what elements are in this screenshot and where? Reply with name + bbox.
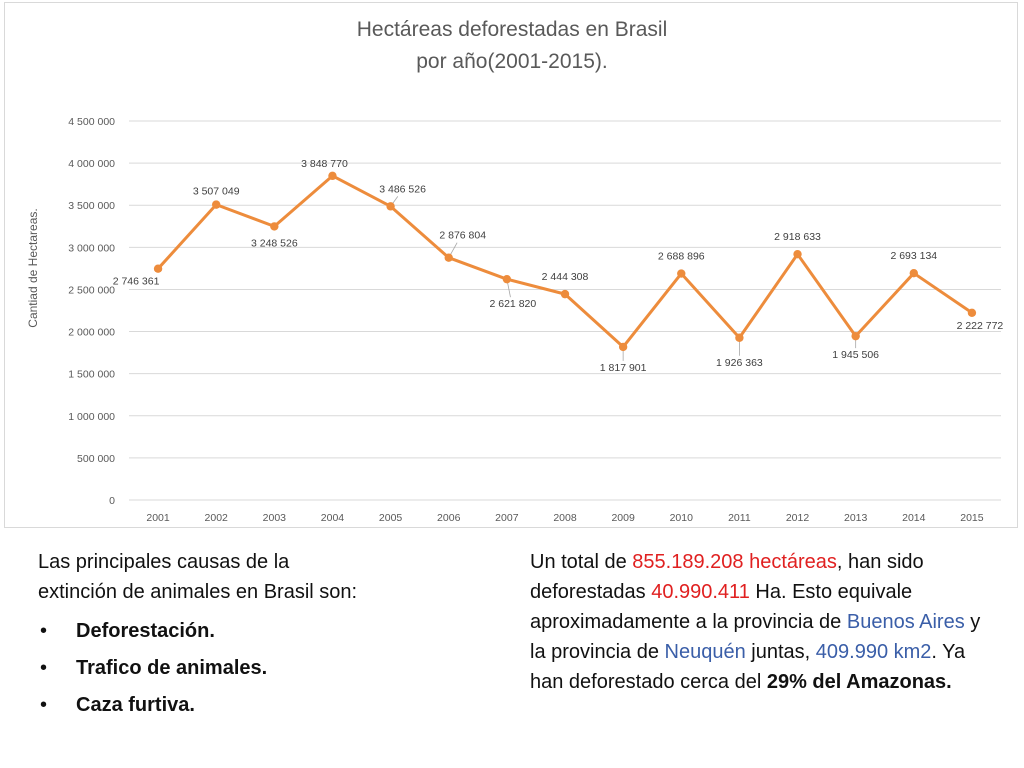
- summary-text: , han sido deforestadas: [530, 551, 924, 603]
- summary-text: Un total de: [530, 551, 633, 573]
- bullet-icon: •: [40, 620, 48, 642]
- data-label: 2 444 308: [542, 271, 589, 283]
- area-km2: 409.990 km2: [815, 641, 932, 663]
- x-tick-label: 2012: [786, 512, 810, 524]
- summary-text: . Ya han deforestado cerca del: [530, 641, 966, 693]
- summary-text: y la provincia de: [530, 611, 981, 663]
- data-label: 2 688 896: [658, 251, 705, 263]
- data-point: [793, 249, 802, 259]
- data-point: [212, 200, 221, 209]
- causes-block: Las principales causas de la extinción d…: [38, 547, 458, 724]
- x-tick-label: 2015: [960, 512, 984, 524]
- total-hectares: 855.189.208 hectáreas: [632, 551, 837, 573]
- causes-intro-line2: extinción de animales en Brasil son:: [38, 581, 358, 603]
- causes-intro-line1: Las principales causas de la: [38, 551, 290, 573]
- deforested-ha: 40.990.411: [651, 581, 750, 603]
- data-label: 3 848 770: [301, 158, 348, 170]
- x-tick-label: 2001: [146, 512, 170, 524]
- x-tick-label: 2013: [844, 512, 868, 524]
- series-line: [156, 174, 973, 349]
- x-tick-label: 2008: [553, 512, 577, 524]
- y-tick-label: 4 000 000: [68, 158, 115, 170]
- x-tick-label: 2009: [611, 512, 635, 524]
- y-tick-label: 2 500 000: [68, 284, 115, 296]
- data-label: 2 746 361: [113, 276, 160, 288]
- data-point: [618, 342, 628, 352]
- data-label: 3 486 526: [379, 183, 426, 195]
- data-label: 2 693 134: [890, 250, 937, 262]
- list-item: • Deforestación.: [38, 613, 458, 650]
- cause-label: Caza furtiva.: [76, 694, 195, 716]
- data-point: [444, 253, 453, 262]
- data-point: [677, 269, 686, 278]
- y-tick-label: 1 500 000: [68, 369, 115, 381]
- data-label: 2 876 804: [439, 230, 486, 242]
- data-point: [909, 268, 918, 278]
- data-point: [967, 308, 977, 317]
- data-label: 2 621 820: [490, 298, 537, 310]
- bullet-icon: •: [40, 694, 48, 716]
- data-label: 3 248 526: [251, 237, 298, 249]
- summary-paragraph: Un total de 855.189.208 hectáreas, han s…: [530, 547, 1000, 697]
- x-tick-label: 2003: [263, 512, 287, 524]
- cause-label: Deforestación.: [76, 620, 215, 642]
- data-point: [560, 289, 570, 299]
- list-item: • Trafico de animales.: [38, 650, 458, 687]
- chart-plot: 0 500 000 1 000 000 1 500 000 2 000 000 2 500…: [68, 116, 1004, 524]
- x-tick-label: 2014: [902, 512, 926, 524]
- data-label: 3 507 049: [193, 186, 240, 198]
- y-tick-label: 2 000 000: [68, 327, 115, 339]
- data-point: [328, 171, 337, 181]
- chart-container: Hectáreas deforestadas en Brasil por año…: [4, 2, 1018, 528]
- data-point: [153, 264, 163, 273]
- x-tick-label: 2006: [437, 512, 461, 524]
- causes-list: • Deforestación. • Trafico de animales. • C…: [38, 613, 458, 724]
- cause-label: Trafico de animales.: [76, 657, 268, 679]
- y-tick-label: 0: [109, 495, 115, 507]
- bullet-icon: •: [40, 657, 48, 679]
- x-tick-label: 2007: [495, 512, 519, 524]
- list-item: • Caza furtiva.: [38, 687, 458, 724]
- data-point: [386, 202, 395, 211]
- data-label: 2 222 772: [957, 320, 1004, 332]
- data-label: 2 918 633: [774, 231, 821, 243]
- y-tick-label: 1 000 000: [68, 411, 115, 423]
- data-label: 1 926 363: [716, 357, 763, 369]
- province-neuquen: Neuquén: [664, 641, 746, 663]
- province-buenos-aires: Buenos Aires: [846, 611, 965, 633]
- data-point: [502, 274, 512, 284]
- y-tick-label: 3 500 000: [68, 200, 115, 212]
- summary-text: Ha. Esto equivale aproximadamente a la p…: [530, 581, 913, 633]
- chart-title: Hectáreas deforestadas en Brasil: [356, 18, 668, 41]
- y-tick-label: 500 000: [77, 453, 115, 465]
- data-point: [735, 333, 744, 342]
- data-label: 1 817 901: [600, 362, 647, 374]
- data-label: 1 945 506: [832, 349, 879, 361]
- data-point: [270, 222, 279, 231]
- chart-subtitle: por año(2001-2015).: [416, 50, 608, 73]
- x-tick-label: 2005: [379, 512, 403, 524]
- amazon-percentage: 29% del Amazonas.: [766, 671, 952, 693]
- y-tick-label: 3 000 000: [68, 242, 115, 254]
- x-tick-label: 2010: [670, 512, 694, 524]
- x-tick-label: 2004: [321, 512, 345, 524]
- x-tick-label: 2002: [205, 512, 229, 524]
- x-tick-label: 2011: [728, 512, 751, 524]
- data-point: [851, 331, 860, 341]
- y-tick-label: 4 500 000: [68, 116, 115, 128]
- summary-text: juntas,: [745, 641, 816, 663]
